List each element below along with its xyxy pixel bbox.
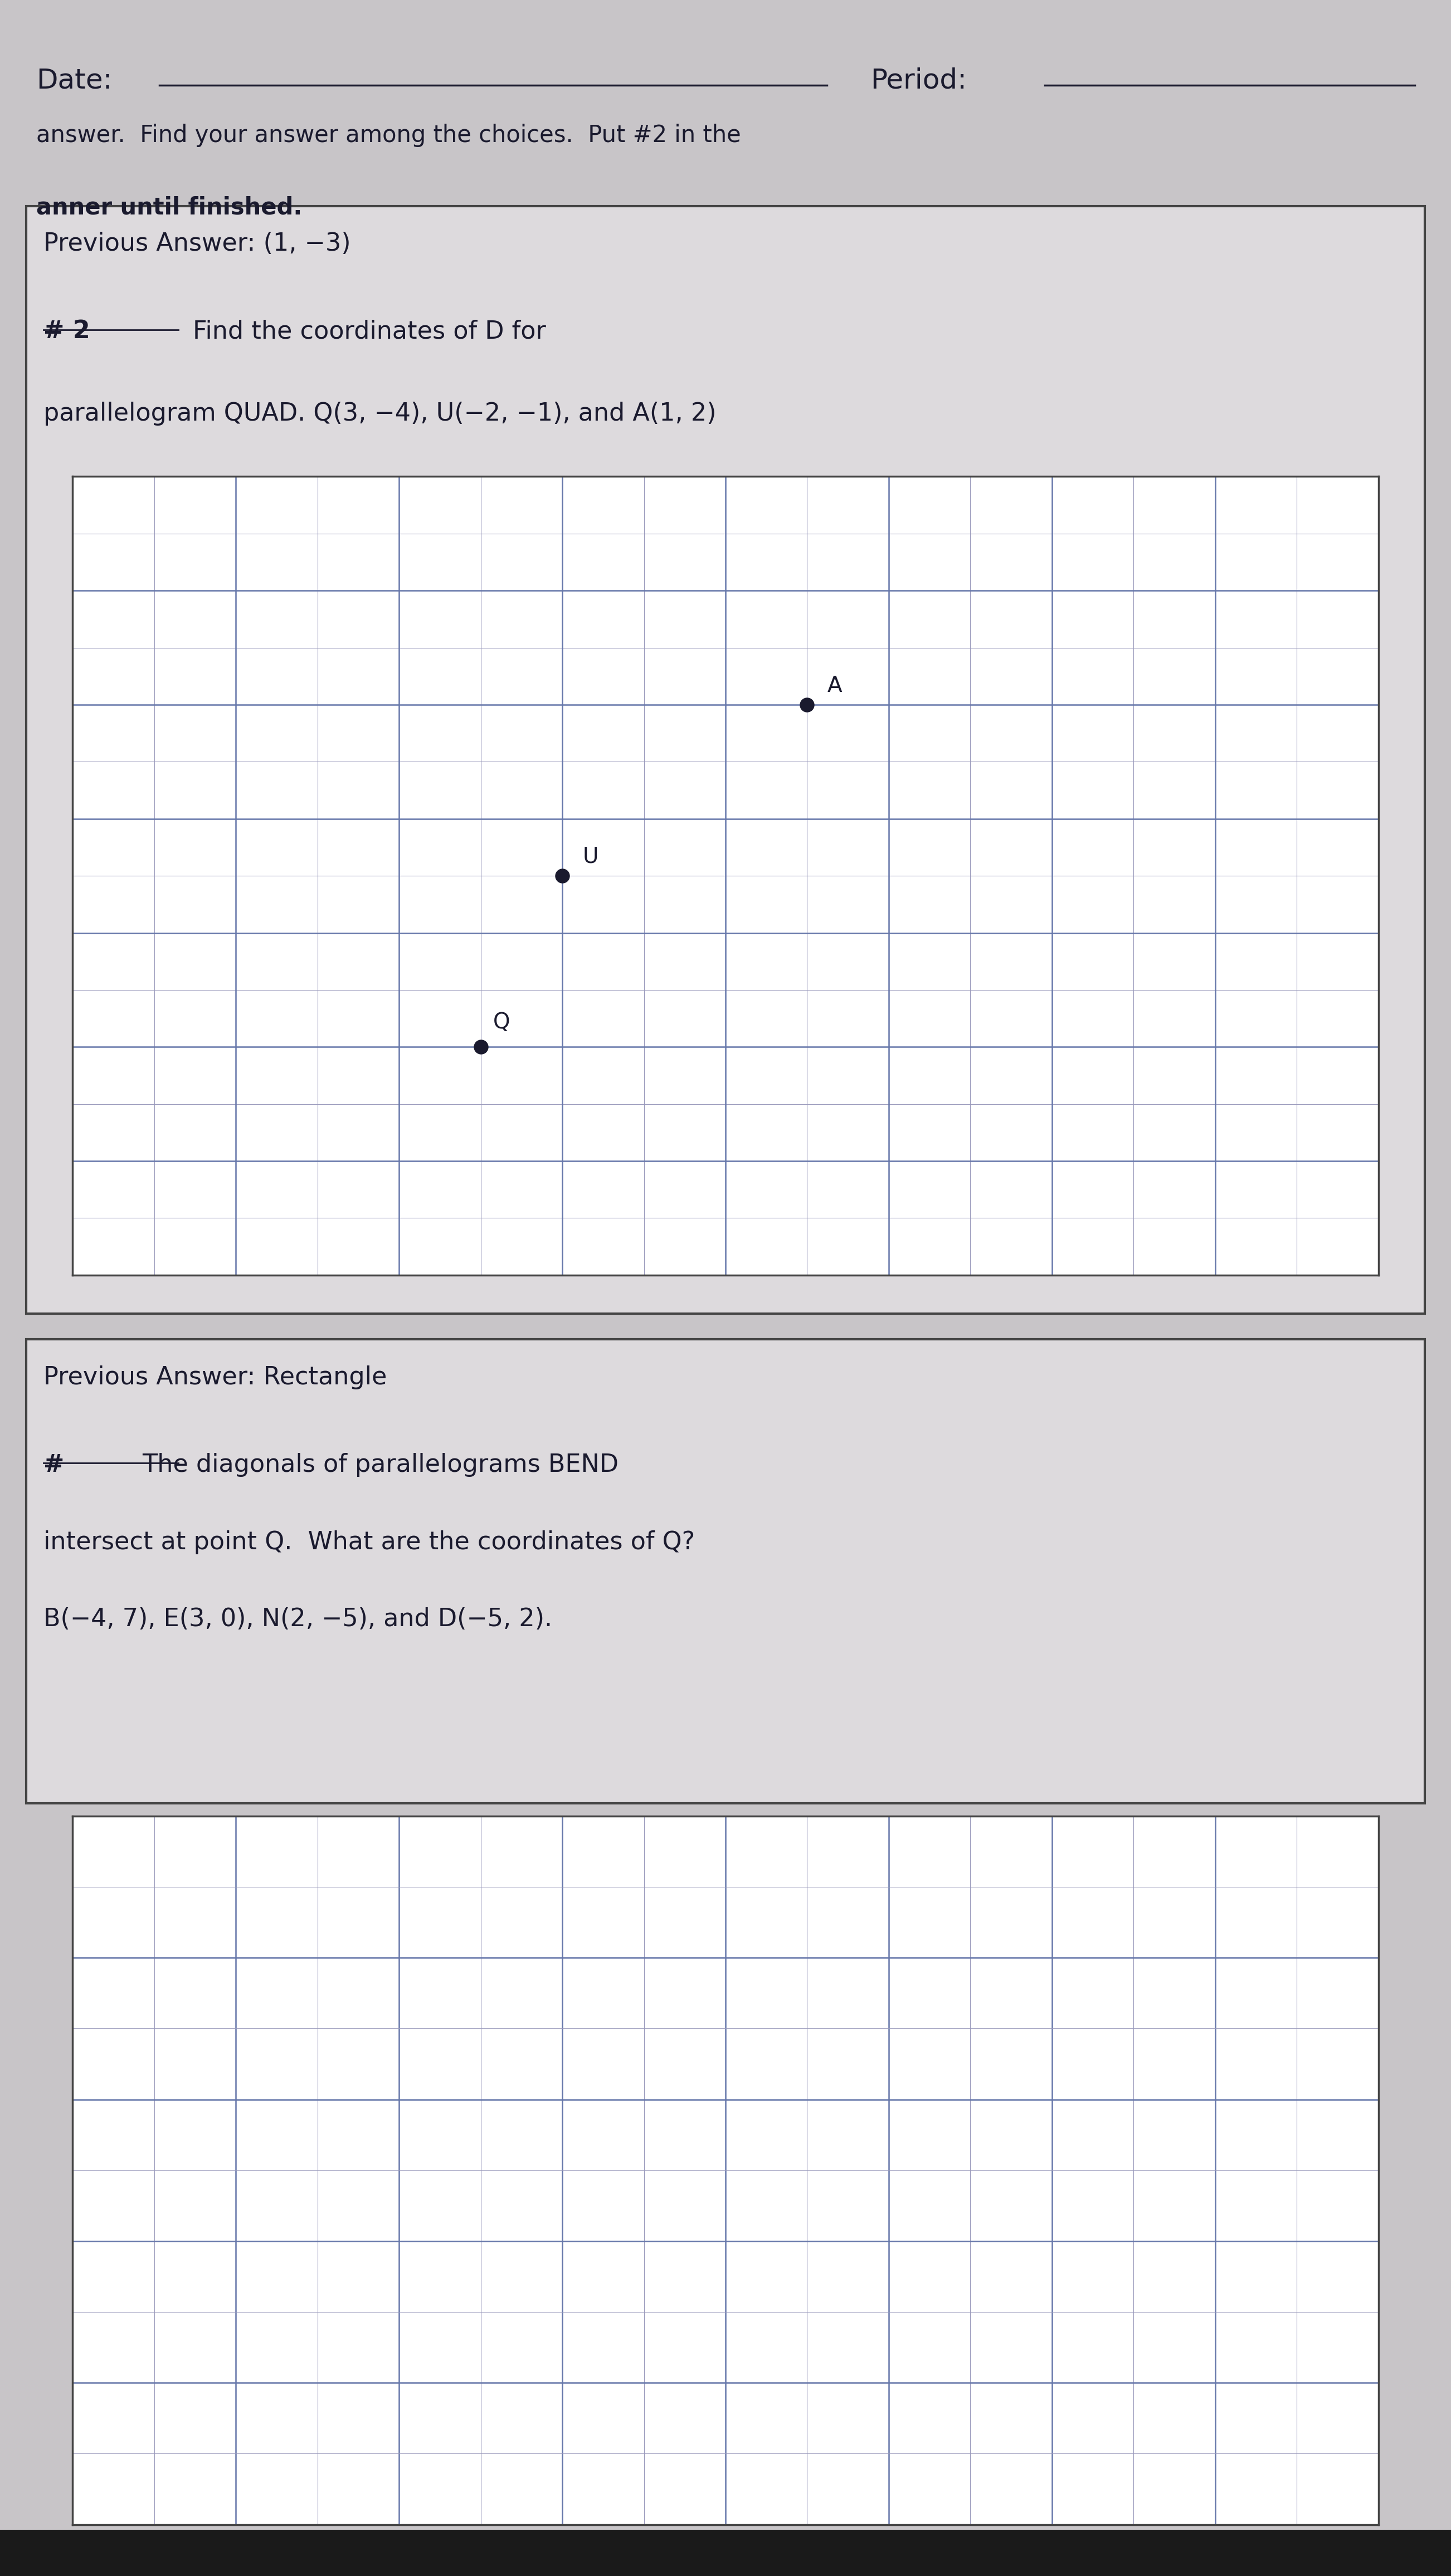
- Text: parallelogram QUAD. Q(3, −4), U(−2, −1), and A(1, 2): parallelogram QUAD. Q(3, −4), U(−2, −1),…: [44, 402, 717, 425]
- Text: Find the coordinates of D for: Find the coordinates of D for: [193, 319, 546, 343]
- Text: intersect at point Q.  What are the coordinates of Q?: intersect at point Q. What are the coord…: [44, 1530, 695, 1553]
- Text: A: A: [827, 675, 843, 696]
- Text: answer.  Find your answer among the choices.  Put #2 in the: answer. Find your answer among the choic…: [36, 124, 741, 147]
- Text: # 2: # 2: [44, 319, 90, 343]
- Text: #: #: [44, 1453, 64, 1476]
- Text: Period:: Period:: [871, 67, 966, 93]
- Text: B(−4, 7), E(3, 0), N(2, −5), and D(−5, 2).: B(−4, 7), E(3, 0), N(2, −5), and D(−5, 2…: [44, 1607, 553, 1631]
- Bar: [26, 206, 1425, 1314]
- Text: U: U: [583, 845, 599, 868]
- Bar: [26, 1340, 1425, 1803]
- Bar: [0, 2530, 1451, 2576]
- Text: Date:: Date:: [36, 67, 112, 93]
- Text: Previous Answer: (1, −3): Previous Answer: (1, −3): [44, 232, 351, 255]
- Text: The diagonals of parallelograms BEND: The diagonals of parallelograms BEND: [142, 1453, 618, 1476]
- Text: Q: Q: [493, 1012, 509, 1033]
- Text: anner until finished.: anner until finished.: [36, 196, 302, 219]
- Text: Previous Answer: Rectangle: Previous Answer: Rectangle: [44, 1365, 387, 1388]
